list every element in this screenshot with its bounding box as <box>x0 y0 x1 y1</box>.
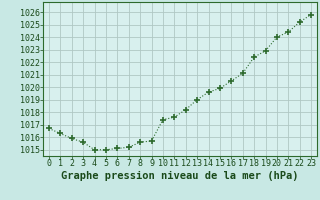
X-axis label: Graphe pression niveau de la mer (hPa): Graphe pression niveau de la mer (hPa) <box>61 171 299 181</box>
